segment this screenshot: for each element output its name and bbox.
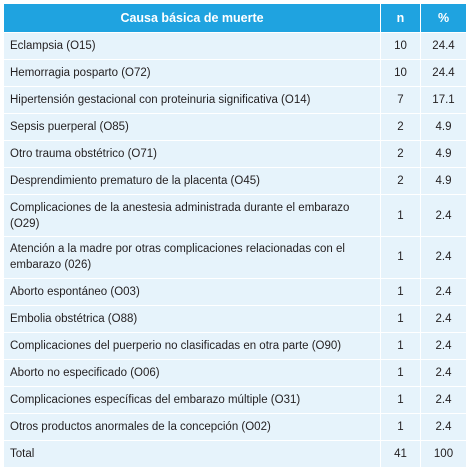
percent-cell: 4.9 [420, 140, 467, 169]
count-cell: 1 [380, 412, 421, 441]
cause-cell: Atención a la madre por otras complicaci… [3, 235, 381, 279]
table-row: Eclampsia (O15) 10 24.4 [3, 31, 467, 61]
percent-cell: 2.4 [420, 304, 467, 333]
percent-cell: 24.4 [420, 59, 467, 88]
header-cause: Causa básica de muerte [3, 3, 381, 33]
percent-cell: 4.9 [420, 167, 467, 196]
cause-cell: Eclampsia (O15) [3, 31, 381, 61]
header-row: Causa básica de muerte n % [3, 3, 467, 33]
cause-cell: Complicaciones específicas del embarazo … [3, 385, 381, 414]
table-row: Complicaciones de la anestesia administr… [3, 194, 467, 237]
percent-cell: 24.4 [420, 31, 467, 61]
cause-cell: Embolia obstétrica (O88) [3, 304, 381, 333]
count-cell: 1 [380, 331, 421, 360]
count-cell: 10 [380, 59, 421, 88]
count-cell: 1 [380, 277, 421, 306]
table-row: Aborto no especificado (O06) 1 2.4 [3, 358, 467, 387]
table-row: Otro trauma obstétrico (O71) 2 4.9 [3, 140, 467, 169]
cause-cell: Complicaciones del puerperio no clasific… [3, 331, 381, 360]
count-cell: 1 [380, 235, 421, 279]
count-cell: 2 [380, 140, 421, 169]
total-label: Total [3, 439, 381, 469]
cause-cell: Sepsis puerperal (O85) [3, 113, 381, 142]
count-cell: 1 [380, 385, 421, 414]
table-row: Sepsis puerperal (O85) 2 4.9 [3, 113, 467, 142]
table-row: Otros productos anormales de la concepci… [3, 412, 467, 441]
total-row: Total 41 100 [3, 439, 467, 469]
table-row: Complicaciones del puerperio no clasific… [3, 331, 467, 360]
header-n: n [380, 3, 421, 33]
percent-cell: 2.4 [420, 358, 467, 387]
count-cell: 10 [380, 31, 421, 61]
total-count: 41 [380, 439, 421, 469]
count-cell: 1 [380, 194, 421, 237]
percent-cell: 17.1 [420, 86, 467, 115]
cause-cell: Otros productos anormales de la concepci… [3, 412, 381, 441]
percent-cell: 2.4 [420, 385, 467, 414]
count-cell: 2 [380, 167, 421, 196]
percent-cell: 2.4 [420, 331, 467, 360]
percent-cell: 2.4 [420, 412, 467, 441]
total-percent: 100 [420, 439, 467, 469]
table-row: Hipertensión gestacional con proteinuria… [3, 86, 467, 115]
header-percent: % [420, 3, 467, 33]
cause-cell: Aborto no especificado (O06) [3, 358, 381, 387]
table-row: Hemorragia posparto (O72) 10 24.4 [3, 59, 467, 88]
causes-of-death-table: Causa básica de muerte n % Eclampsia (O1… [3, 3, 467, 469]
percent-cell: 4.9 [420, 113, 467, 142]
cause-cell: Otro trauma obstétrico (O71) [3, 140, 381, 169]
count-cell: 2 [380, 113, 421, 142]
table-row: Aborto espontáneo (O03) 1 2.4 [3, 277, 467, 306]
cause-cell: Desprendimiento prematuro de la placenta… [3, 167, 381, 196]
table-row: Embolia obstétrica (O88) 1 2.4 [3, 304, 467, 333]
count-cell: 1 [380, 304, 421, 333]
percent-cell: 2.4 [420, 277, 467, 306]
table-row: Desprendimiento prematuro de la placenta… [3, 167, 467, 196]
cause-cell: Hemorragia posparto (O72) [3, 59, 381, 88]
percent-cell: 2.4 [420, 194, 467, 237]
percent-cell: 2.4 [420, 235, 467, 279]
table-row: Atención a la madre por otras complicaci… [3, 235, 467, 279]
table-row: Complicaciones específicas del embarazo … [3, 385, 467, 414]
cause-cell: Complicaciones de la anestesia administr… [3, 194, 381, 237]
cause-cell: Aborto espontáneo (O03) [3, 277, 381, 306]
cause-cell: Hipertensión gestacional con proteinuria… [3, 86, 381, 115]
count-cell: 7 [380, 86, 421, 115]
count-cell: 1 [380, 358, 421, 387]
